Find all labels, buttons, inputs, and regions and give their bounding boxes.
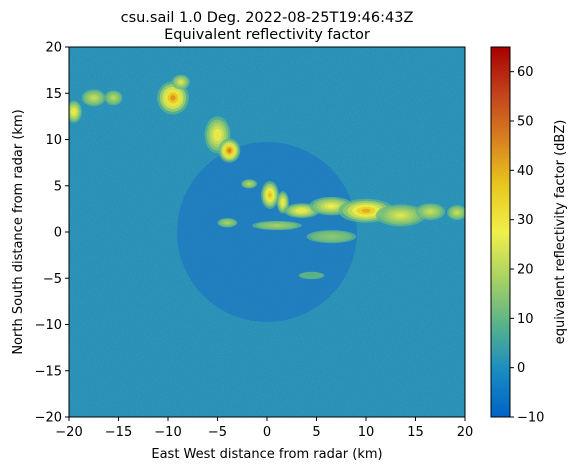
colorbar-tick-label: 30 bbox=[517, 213, 534, 228]
echo-contour bbox=[72, 109, 76, 114]
colorbar-tick-label: 0 bbox=[517, 361, 525, 376]
echo-cell bbox=[218, 138, 241, 163]
echo-cell bbox=[171, 74, 190, 90]
colorbar-ticks: −10 0 10 20 30 40 50 60 bbox=[510, 65, 544, 426]
echo-cell bbox=[81, 89, 106, 107]
echo-contour bbox=[396, 213, 405, 218]
echo-contour bbox=[215, 131, 220, 138]
echo-contour bbox=[327, 204, 335, 208]
echo-contour bbox=[309, 274, 314, 277]
y-tick-label: −10 bbox=[35, 318, 62, 333]
y-tick-label: 5 bbox=[54, 179, 62, 194]
colorbar-tick-label: 40 bbox=[517, 164, 534, 179]
x-tick-label: −15 bbox=[105, 425, 132, 440]
echo-cell bbox=[306, 230, 357, 244]
echo-contour bbox=[272, 224, 282, 227]
colorbar-label: equivalent reflectivity factor (dBZ) bbox=[553, 120, 568, 345]
echo-contour bbox=[225, 221, 230, 224]
x-axis-label: East West distance from radar (km) bbox=[151, 447, 382, 462]
y-tick-label: −5 bbox=[43, 272, 62, 287]
echo-cell bbox=[69, 100, 82, 123]
y-tick-label: 10 bbox=[45, 133, 62, 148]
x-tick-label: −5 bbox=[208, 425, 227, 440]
echo-contour bbox=[112, 96, 116, 100]
colorbar-tick-label: −10 bbox=[517, 411, 544, 426]
echo-cell bbox=[217, 218, 238, 228]
y-tick-label: 20 bbox=[45, 41, 62, 56]
colorbar-tick-label: 10 bbox=[517, 312, 534, 327]
echo-cell bbox=[104, 90, 123, 106]
echo-cell bbox=[252, 220, 302, 231]
colorbar-tick-label: 60 bbox=[517, 65, 534, 80]
y-tick-label: 0 bbox=[54, 226, 62, 241]
echo-cell bbox=[298, 271, 325, 280]
x-tick-label: 10 bbox=[358, 425, 375, 440]
subtitle: Equivalent reflectivity factor bbox=[164, 27, 370, 43]
echo-contour bbox=[170, 95, 176, 101]
colorbar-tick-label: 20 bbox=[517, 263, 534, 278]
colorbar: −10 0 10 20 30 40 50 60 equivalent reflectivity… bbox=[490, 46, 568, 426]
echo-cell bbox=[204, 116, 231, 154]
colorbar-tick-label: 50 bbox=[517, 115, 534, 130]
x-tick-label: 0 bbox=[263, 425, 271, 440]
echo-contour bbox=[298, 209, 305, 212]
chart-title: csu.sail 1.0 Deg. 2022-08-25T19:46:43Z E… bbox=[121, 10, 414, 43]
echo-cell bbox=[447, 205, 465, 220]
echo-contour bbox=[281, 200, 284, 205]
y-axis-label: North South distance from radar (km) bbox=[11, 109, 26, 354]
y-tick-label: −20 bbox=[35, 411, 62, 426]
y-tick-label: −15 bbox=[35, 364, 62, 379]
echo-cell bbox=[375, 204, 426, 227]
echo-contour bbox=[179, 80, 183, 84]
echo-contour bbox=[91, 96, 96, 100]
echo-cell bbox=[241, 179, 258, 189]
echo-cell bbox=[261, 181, 279, 209]
echo-cell bbox=[415, 203, 446, 220]
echo-contour bbox=[247, 182, 251, 185]
x-axis: −20 −15 −10 −5 0 5 10 15 20 bbox=[55, 417, 473, 440]
plot-area bbox=[69, 47, 465, 417]
echo-contour bbox=[227, 148, 232, 153]
x-tick-label: −20 bbox=[55, 425, 82, 440]
x-tick-label: 20 bbox=[457, 425, 474, 440]
echo-layer bbox=[69, 74, 465, 280]
echo-contour bbox=[427, 210, 433, 214]
x-tick-label: 5 bbox=[312, 425, 320, 440]
echo-contour bbox=[327, 235, 336, 238]
y-tick-label: 15 bbox=[45, 87, 62, 102]
colorbar-gradient bbox=[490, 46, 511, 418]
echo-contour bbox=[455, 211, 459, 214]
title: csu.sail 1.0 Deg. 2022-08-25T19:46:43Z bbox=[121, 10, 414, 26]
x-tick-label: 15 bbox=[407, 425, 424, 440]
echo-cell bbox=[276, 191, 289, 214]
echo-contour bbox=[361, 208, 371, 213]
x-tick-label: −10 bbox=[154, 425, 181, 440]
y-axis: −20 −15 −10 −5 0 5 10 15 20 bbox=[35, 41, 69, 426]
echo-contour bbox=[268, 192, 272, 198]
